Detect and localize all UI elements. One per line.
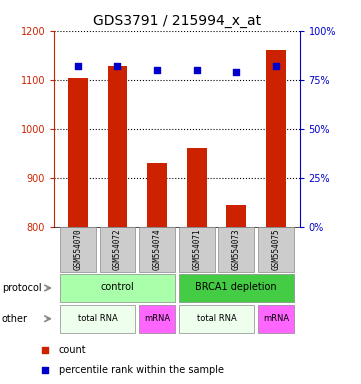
Text: GSM554072: GSM554072 [113, 229, 122, 270]
Text: other: other [2, 314, 28, 324]
FancyBboxPatch shape [218, 227, 254, 272]
Text: control: control [101, 282, 134, 292]
FancyBboxPatch shape [100, 227, 135, 272]
Bar [147, 163, 167, 227]
FancyBboxPatch shape [139, 227, 175, 272]
FancyBboxPatch shape [60, 305, 135, 333]
FancyBboxPatch shape [60, 274, 175, 302]
Point [75, 63, 81, 69]
Point [234, 69, 239, 75]
Text: total RNA: total RNA [197, 314, 236, 323]
Text: GSM554075: GSM554075 [271, 229, 280, 270]
Point [154, 67, 160, 73]
Title: GDS3791 / 215994_x_at: GDS3791 / 215994_x_at [93, 14, 261, 28]
Bar [68, 78, 88, 227]
Point [194, 67, 200, 73]
FancyBboxPatch shape [179, 227, 214, 272]
Bar [187, 148, 206, 227]
Text: GSM554074: GSM554074 [153, 229, 162, 270]
Bar [266, 50, 286, 227]
Text: total RNA: total RNA [78, 314, 118, 323]
FancyBboxPatch shape [60, 227, 96, 272]
Text: mRNA: mRNA [263, 314, 289, 323]
Point [42, 347, 47, 353]
Point [273, 63, 279, 69]
Text: protocol: protocol [2, 283, 42, 293]
Text: GSM554071: GSM554071 [192, 229, 201, 270]
FancyBboxPatch shape [258, 227, 294, 272]
Text: BRCA1 depletion: BRCA1 depletion [195, 282, 277, 292]
Text: percentile rank within the sample: percentile rank within the sample [58, 364, 223, 375]
Point [114, 63, 120, 69]
Point [42, 366, 47, 372]
Text: count: count [58, 345, 86, 355]
Bar [108, 66, 127, 227]
FancyBboxPatch shape [179, 305, 254, 333]
Text: GSM554070: GSM554070 [73, 229, 82, 270]
Text: mRNA: mRNA [144, 314, 170, 323]
Text: GSM554073: GSM554073 [232, 229, 241, 270]
Bar [226, 205, 246, 227]
FancyBboxPatch shape [258, 305, 294, 333]
FancyBboxPatch shape [139, 305, 175, 333]
FancyBboxPatch shape [179, 274, 294, 302]
